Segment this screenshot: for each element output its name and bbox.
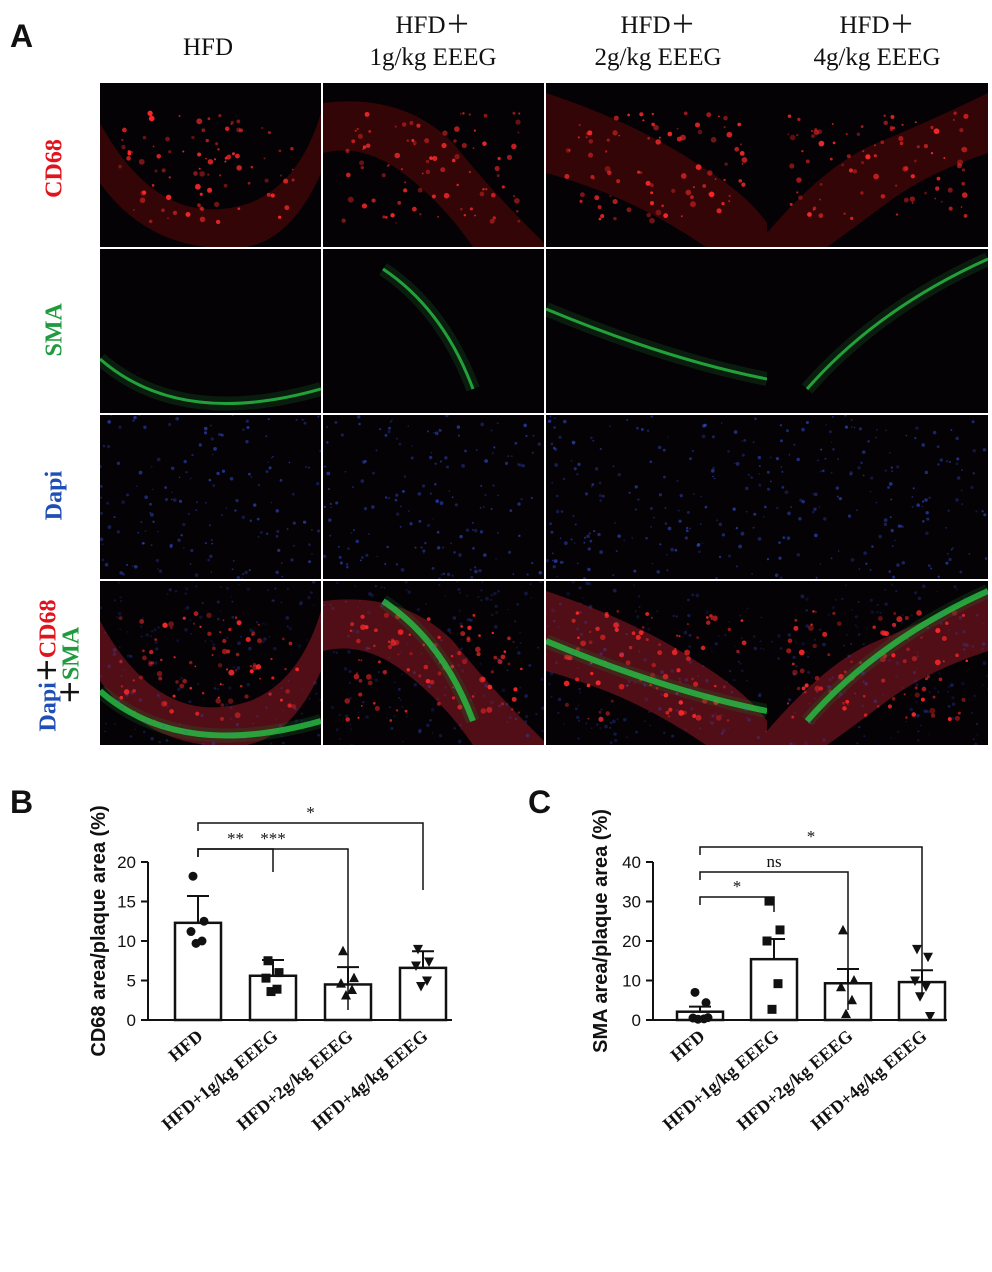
data-point <box>188 871 198 881</box>
data-point <box>921 982 931 992</box>
y-tick-label: 20 <box>622 932 641 951</box>
micrograph-sma-2 <box>323 249 544 413</box>
y-tick-label: 10 <box>117 932 136 951</box>
data-point <box>762 936 772 946</box>
panel-c-letter: C <box>528 784 552 820</box>
data-point <box>424 957 434 968</box>
micrograph-sma-3 <box>546 249 767 413</box>
data-point <box>349 972 359 983</box>
significance-label: * <box>733 877 742 896</box>
data-point <box>703 1013 713 1023</box>
micrograph-dapi-2 <box>323 415 544 579</box>
data-point <box>910 976 920 986</box>
micrograph-cd68-3 <box>546 83 767 247</box>
y-tick-label: 30 <box>622 893 641 912</box>
data-point <box>838 924 848 935</box>
micrograph-cd68-4 <box>767 83 988 247</box>
micrograph-merge-2 <box>323 581 544 745</box>
significance-label: ns <box>766 852 781 871</box>
micrograph-dapi-4 <box>767 415 988 579</box>
micrograph-dapi-3 <box>546 415 767 579</box>
data-point <box>836 981 846 992</box>
data-point <box>263 956 273 966</box>
data-point <box>199 916 209 926</box>
micrograph-merge-4 <box>767 581 988 745</box>
column-header-line2: 4g/kg EEEG <box>813 44 941 71</box>
column-header-1g: HFD＋ 1g/kg EEEG <box>323 10 543 74</box>
panel-b-letter: B <box>10 784 34 820</box>
significance-bracket <box>699 846 923 997</box>
micrograph-cd68-2 <box>323 83 544 247</box>
data-point <box>693 1014 703 1024</box>
significance-bracket <box>197 822 424 890</box>
column-header-line1: HFD <box>182 34 233 61</box>
significance-label: * <box>306 803 315 822</box>
data-point <box>411 961 421 971</box>
y-tick-label: 5 <box>127 972 136 991</box>
data-point <box>847 994 857 1005</box>
significance-bracket <box>197 848 349 1010</box>
y-tick-label: 0 <box>632 1011 641 1030</box>
y-tick-label: 10 <box>622 972 641 991</box>
significance-bracket <box>699 896 775 912</box>
data-point <box>261 973 271 983</box>
data-point <box>775 925 785 935</box>
column-header-line1: HFD＋ <box>839 12 915 39</box>
data-point <box>413 944 423 955</box>
significance-label: * <box>807 827 816 846</box>
data-point <box>422 976 432 986</box>
data-point <box>841 1008 851 1019</box>
data-point <box>767 1004 777 1014</box>
y-tick-label: 0 <box>127 1011 136 1030</box>
data-point <box>191 938 201 948</box>
column-header-2g: HFD＋ 2g/kg EEEG <box>548 10 768 74</box>
data-point <box>773 979 783 989</box>
micrograph-dapi-1 <box>100 415 321 579</box>
significance-bracket <box>699 871 849 1010</box>
x-tick-label: HFD <box>667 1026 709 1066</box>
data-point <box>764 896 774 906</box>
y-tick-label: 20 <box>117 853 136 872</box>
data-point <box>912 944 922 955</box>
data-point <box>266 987 276 997</box>
significance-label: ** <box>227 829 244 848</box>
data-point <box>186 927 196 937</box>
data-point <box>338 945 348 956</box>
micrograph-sma-1 <box>100 249 321 413</box>
data-point <box>272 984 282 994</box>
micrograph-cd68-1 <box>100 83 321 247</box>
column-header-line2: 2g/kg EEEG <box>594 44 722 71</box>
column-header-line1: HFD＋ <box>620 12 696 39</box>
micrograph-merge-3 <box>546 581 767 745</box>
column-header-line1: HFD＋ <box>395 12 471 39</box>
y-tick-label: 40 <box>622 853 641 872</box>
data-point <box>849 975 859 985</box>
micrograph-sma-4 <box>767 249 988 413</box>
data-point <box>923 952 933 963</box>
y-tick-label: 15 <box>117 893 136 912</box>
column-header-4g: HFD＋ 4g/kg EEEG <box>767 10 987 74</box>
data-point <box>701 998 711 1008</box>
data-point <box>690 987 700 997</box>
column-header-line2: 1g/kg EEEG <box>369 44 497 71</box>
panel-a-letter: A <box>10 18 34 54</box>
micrograph-merge-1 <box>100 581 321 745</box>
data-point <box>336 978 346 988</box>
y-axis-label: CD68 area/plaque area (%) <box>88 805 110 1056</box>
data-point <box>274 968 284 978</box>
data-point <box>925 1012 935 1022</box>
data-point <box>416 982 426 992</box>
column-header-hfd: HFD <box>98 32 318 64</box>
data-point <box>347 984 357 994</box>
significance-label: *** <box>260 829 286 848</box>
y-axis-label: SMA area/plaque area (%) <box>590 809 612 1053</box>
